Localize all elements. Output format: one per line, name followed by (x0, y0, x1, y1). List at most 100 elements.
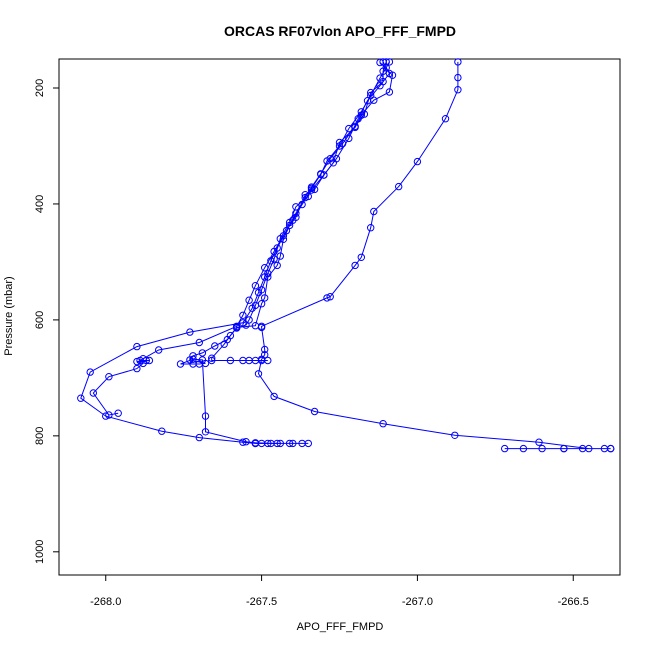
data-point (363, 97, 372, 105)
data-point (251, 322, 260, 330)
data-point (379, 420, 387, 428)
series-line-1 (257, 61, 611, 450)
chart-title: ORCAS RF07vlon APO_FFF_FMPD (224, 23, 456, 39)
data-point (105, 373, 113, 381)
data-point (413, 157, 422, 166)
data-point (133, 342, 141, 351)
plot-area (77, 58, 615, 453)
data-point (155, 346, 163, 354)
data-point (261, 264, 269, 272)
data-point (351, 122, 359, 131)
data-point (289, 439, 297, 448)
data-point (158, 427, 166, 435)
data-point (201, 412, 210, 420)
y-axis-label: Pressure (mbar) (3, 276, 15, 355)
x-tick-label: -267.5 (246, 596, 277, 608)
data-point (102, 412, 110, 420)
data-point (226, 331, 235, 340)
data-point (335, 142, 344, 150)
data-point (323, 294, 331, 302)
data-point (261, 345, 269, 354)
data-point (226, 356, 235, 365)
data-point (176, 360, 185, 368)
data-point (239, 311, 247, 319)
data-point (251, 282, 260, 290)
y-tick-label: 600 (34, 311, 46, 329)
data-point (376, 74, 384, 82)
data-point (195, 433, 204, 442)
data-point (208, 354, 216, 362)
data-point (376, 82, 384, 90)
data-point (254, 370, 263, 378)
data-point (261, 294, 269, 302)
data-point (607, 444, 615, 453)
data-point (578, 444, 587, 453)
x-axis-label: APO_FFF_FMPD (297, 621, 384, 633)
data-point (370, 207, 378, 216)
data-point (251, 301, 260, 310)
data-point (242, 321, 250, 329)
data-point (189, 360, 197, 368)
data-point (186, 328, 194, 336)
data-point (273, 261, 281, 270)
data-point (195, 338, 204, 347)
data-point (270, 392, 278, 401)
data-point (264, 356, 272, 365)
data-point (395, 182, 403, 191)
data-point (367, 224, 375, 232)
data-point (441, 115, 450, 123)
data-point (114, 409, 122, 417)
data-point (357, 253, 365, 261)
data-point (189, 355, 197, 363)
y-tick-label: 400 (34, 195, 46, 213)
data-point (367, 91, 375, 100)
data-point (198, 349, 207, 357)
data-point (264, 439, 272, 448)
data-point (245, 296, 253, 304)
data-point (292, 203, 300, 211)
data-point (310, 407, 319, 416)
data-point (501, 444, 509, 453)
series-line-3 (80, 61, 387, 444)
data-point (351, 261, 359, 270)
data-point (257, 286, 266, 294)
data-point (276, 235, 284, 243)
data-point (357, 108, 365, 116)
data-point (298, 439, 306, 448)
plot-frame (58, 58, 621, 576)
data-point (201, 428, 210, 436)
series-line-4 (92, 61, 390, 416)
data-point (251, 439, 260, 448)
data-point (382, 64, 390, 72)
data-point (332, 155, 341, 163)
data-point (345, 124, 353, 133)
data-point (276, 439, 284, 448)
data-point (326, 293, 334, 301)
x-tick-label: -267.0 (402, 596, 433, 608)
data-point (519, 444, 528, 453)
data-point (86, 368, 94, 376)
data-point (454, 73, 462, 82)
data-point (105, 411, 113, 419)
data-point (211, 342, 219, 350)
data-point (285, 439, 294, 448)
data-point (276, 252, 284, 260)
data-point (535, 438, 543, 446)
data-point (77, 394, 85, 402)
data-point (208, 356, 216, 365)
data-point (345, 134, 353, 143)
data-point (451, 431, 459, 439)
data-point (385, 88, 394, 96)
data-point (270, 255, 278, 263)
data-point (264, 269, 272, 278)
y-tick-label: 800 (34, 427, 46, 445)
data-point (323, 157, 331, 165)
data-point (139, 359, 147, 368)
data-point (317, 170, 325, 179)
data-point (385, 69, 394, 78)
data-point (198, 356, 207, 364)
y-tick-label: 200 (34, 79, 46, 97)
data-point (385, 58, 394, 66)
y-axis: 200 400 600 800 1000 (34, 79, 59, 564)
